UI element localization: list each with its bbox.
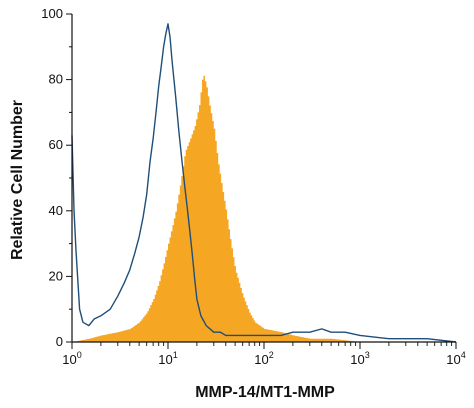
y-axis-title: Relative Cell Number xyxy=(9,100,26,260)
tick-marks: 0 20 40 60 80 100 100 101 102 103 104 xyxy=(41,6,465,367)
y-tick-label: 40 xyxy=(49,203,63,218)
y-tick-label: 20 xyxy=(49,268,63,283)
axes xyxy=(71,14,456,343)
x-axis-title: MMP-14/MT1-MMP xyxy=(195,384,335,401)
x-tick-label: 102 xyxy=(254,350,273,367)
y-tick-label: 80 xyxy=(49,72,63,87)
histogram-outline-series xyxy=(71,23,457,343)
histogram-filled-series xyxy=(72,75,456,342)
x-tick-label: 104 xyxy=(446,350,465,367)
y-tick-label: 60 xyxy=(49,137,63,152)
plot-area xyxy=(71,23,457,343)
y-tick-label: 100 xyxy=(41,6,63,21)
x-tick-label: 103 xyxy=(350,350,369,367)
x-tick-label: 101 xyxy=(158,350,177,367)
x-tick-label: 100 xyxy=(62,350,81,367)
y-tick-label: 0 xyxy=(56,334,63,349)
